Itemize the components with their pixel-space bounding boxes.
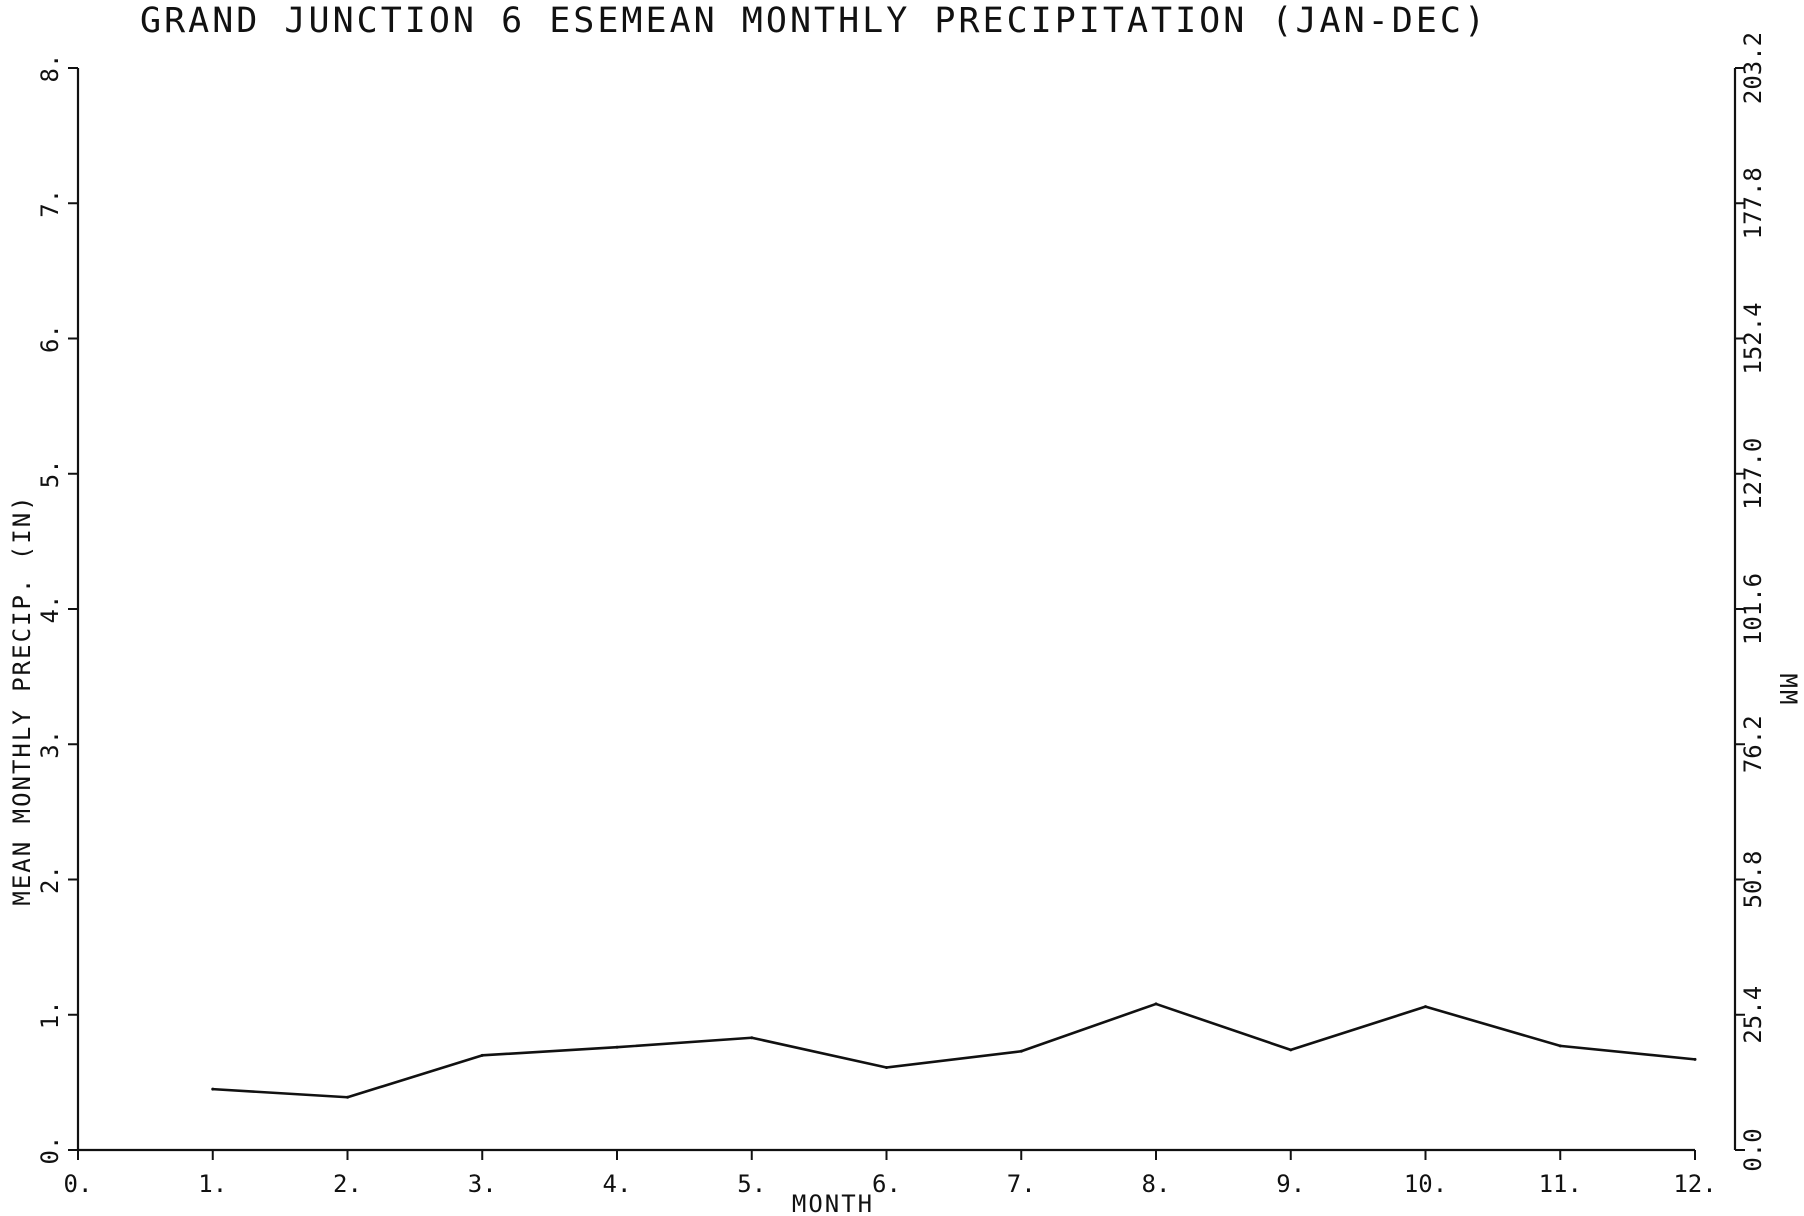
x-tick-label: 6.: [872, 1170, 901, 1198]
tick-labels: 0. 1. 2. 3. 4. 5. 6. 7. 8. 9. 10. 11. 12. 0. 1. 2. 3. 4. 5…: [36, 32, 1767, 1198]
y2-tick-label: 76.2: [1739, 715, 1767, 773]
x-tick-label: 7.: [1007, 1170, 1036, 1198]
series-line: [212, 1002, 1696, 1099]
data-point: [615, 1045, 619, 1049]
data-point: [211, 1087, 215, 1091]
series: [211, 1002, 1697, 1099]
data-point: [346, 1095, 349, 1099]
x-tick-label: 8.: [1142, 1170, 1171, 1198]
y2-tick-label: 127.0: [1739, 438, 1767, 510]
chart-title: GRAND JUNCTION 6 ESEMEAN MONTHLY PRECIPI…: [140, 1, 1488, 41]
data-point: [1558, 1044, 1562, 1048]
data-point: [1424, 1005, 1427, 1009]
y-tick-label: 7.: [36, 189, 64, 218]
x-tick-label: 11.: [1539, 1170, 1582, 1198]
y-tick-label: 4.: [36, 595, 64, 624]
axes: [76, 68, 1737, 1152]
x-axis-label: MONTH: [792, 1190, 874, 1216]
y-tick-label: 1.: [36, 1000, 64, 1029]
x-tick-label: 3.: [468, 1170, 497, 1198]
y-tick-label: 8.: [36, 54, 64, 83]
y2-tick-label: 25.4: [1739, 986, 1767, 1044]
y-tick-label: 5.: [36, 459, 64, 488]
y-axis-label: MEAN MONTHLY PRECIP. (IN): [8, 494, 36, 905]
ticks: [68, 67, 1745, 1160]
y2-tick-label: 101.6: [1739, 573, 1767, 645]
x-tick-label: 10.: [1404, 1170, 1447, 1198]
y-tick-label: 3.: [36, 730, 64, 759]
data-point: [1019, 1049, 1023, 1053]
y2-tick-label: 203.2: [1739, 32, 1767, 104]
y2-tick-label: 0.0: [1739, 1128, 1767, 1171]
data-point: [885, 1065, 888, 1069]
x-tick-label: 9.: [1276, 1170, 1305, 1198]
x-tick-label: 5.: [737, 1170, 766, 1198]
y2-tick-label: 177.8: [1739, 167, 1767, 239]
data-point: [750, 1036, 754, 1040]
y-tick-label: 0.: [36, 1136, 64, 1165]
data-point: [1289, 1048, 1293, 1052]
data-point: [480, 1053, 484, 1057]
y-tick-label: 6.: [36, 324, 64, 353]
y2-tick-label: 152.4: [1739, 302, 1767, 374]
x-tick-label: 4.: [603, 1170, 632, 1198]
x-tick-label: 2.: [333, 1170, 362, 1198]
y-tick-label: 2.: [36, 865, 64, 894]
x-tick-label: 12.: [1673, 1170, 1716, 1198]
y2-axis-label: MM: [1774, 674, 1802, 707]
data-point: [1154, 1002, 1158, 1006]
data-point: [1693, 1057, 1697, 1061]
x-tick-label: 0.: [64, 1170, 93, 1198]
y2-tick-label: 50.8: [1739, 851, 1767, 909]
x-tick-label: 1.: [198, 1170, 227, 1198]
